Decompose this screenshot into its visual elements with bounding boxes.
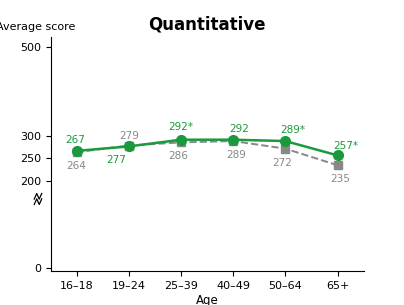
X-axis label: Age: Age (196, 294, 219, 305)
Text: 264: 264 (67, 161, 86, 171)
Text: 292: 292 (229, 124, 248, 134)
Bar (33, 194, 40, 204)
Text: 289*: 289* (280, 125, 305, 135)
Text: 289: 289 (226, 150, 246, 160)
Text: 235: 235 (330, 174, 350, 184)
Text: 286: 286 (168, 151, 188, 161)
Text: 272: 272 (273, 158, 292, 167)
Text: 267: 267 (65, 135, 85, 145)
Text: Average score: Average score (0, 22, 75, 32)
Text: 279: 279 (119, 131, 139, 141)
Title: Quantitative: Quantitative (148, 16, 266, 34)
Text: 277: 277 (106, 155, 126, 165)
Text: 257*: 257* (333, 141, 358, 151)
Text: 292*: 292* (168, 122, 194, 132)
